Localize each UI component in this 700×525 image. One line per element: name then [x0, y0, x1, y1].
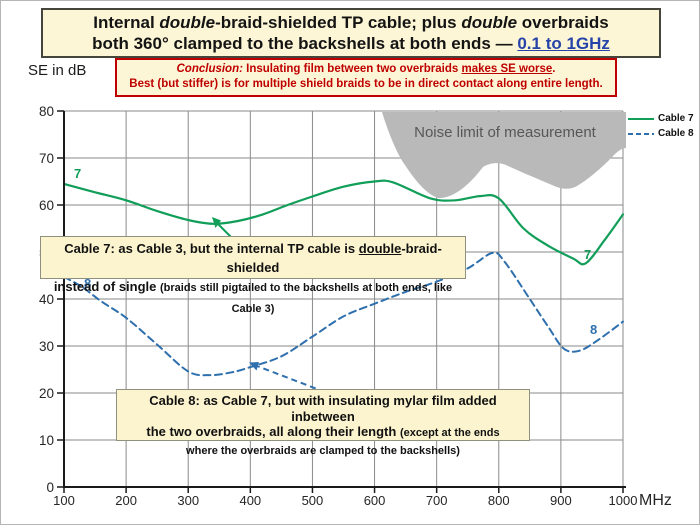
cable7-annotation-box: Cable 7: as Cable 3, but the internal TP… — [40, 236, 466, 315]
y-tick-label: 70 — [39, 151, 54, 166]
text-run: both 360° clamped to the backshells at b… — [92, 34, 518, 53]
text-run: Internal — [93, 13, 160, 32]
cable7-note-line-1: Cable 7: as Cable 3, but the internal TP… — [41, 239, 465, 277]
text-run: instead of single — [53, 279, 160, 294]
text-run: double — [358, 241, 402, 256]
text-run: Best (but stiffer) is for multiple shiel… — [129, 78, 603, 90]
text-run: (except at the ends — [399, 427, 500, 439]
conclusion-line-2: Best (but stiffer) is for multiple shiel… — [117, 77, 615, 92]
text-run: Conclusion: — [176, 63, 243, 75]
text-run: 0.1 to 1GHz — [517, 34, 610, 53]
cable8-arrow-shaft — [256, 365, 326, 393]
x-tick-label: 600 — [364, 493, 386, 508]
y-tick-label: 30 — [39, 339, 54, 354]
cable8-end-label: 8 — [590, 322, 598, 337]
text-run: Cable 8: as Cable 7, but with insulating… — [149, 393, 497, 424]
title-box: Internal double-braid-shielded TP cable;… — [41, 8, 661, 58]
cable8-arrow-head — [249, 362, 259, 371]
text-run: double — [461, 13, 518, 32]
cable-7-curve — [62, 179, 625, 266]
legend-cable7-label: Cable 7 — [658, 113, 694, 124]
y-tick-label: 40 — [39, 292, 54, 307]
text-run: -braid-shielded — [226, 241, 442, 275]
cable8-note-line-1: Cable 8: as Cable 7, but with insulating… — [117, 393, 529, 424]
cable-8-curve — [63, 251, 624, 377]
x-axis-unit: MHz — [639, 492, 672, 509]
text-run: Insulating film between two overbraids — [242, 63, 462, 75]
conclusion-line-1: Conclusion: Insulating film between two … — [117, 62, 615, 77]
cable8-annotation-box: Cable 8: as Cable 7, but with insulating… — [116, 389, 530, 457]
y-tick-label: 10 — [39, 433, 54, 448]
cable8-note-line-3: where the overbraids are clamped to the … — [117, 442, 529, 460]
cable7-arrow-head — [212, 217, 221, 228]
x-tick-label: 100 — [53, 493, 75, 508]
y-tick-label: 60 — [39, 198, 54, 213]
cable8-note-line-2: the two overbraids, all along their leng… — [117, 424, 529, 442]
cable7-arrow-shaft — [216, 222, 233, 239]
cable8-start-label: 8 — [84, 276, 92, 291]
cable7-start-label: 7 — [74, 166, 82, 181]
title-line-1: Internal double-braid-shielded TP cable;… — [43, 12, 659, 33]
x-tick-label: 900 — [550, 493, 572, 508]
text-run: where the overbraids are clamped to the … — [186, 444, 460, 457]
x-tick-label: 300 — [177, 493, 199, 508]
text-run: the two overbraids, all along their leng… — [146, 424, 400, 439]
x-tick-label: 700 — [426, 493, 448, 508]
text-run: overbraids — [517, 13, 609, 32]
legend — [628, 118, 654, 135]
text-run: Cable 7: as Cable 3, but the internal TP… — [64, 241, 359, 256]
y-axis-title: SE in dB — [28, 62, 87, 79]
text-run: . — [552, 63, 556, 75]
noise-region-shape — [382, 112, 626, 199]
annotation-arrows — [212, 217, 326, 393]
y-tick-label: 80 — [39, 104, 54, 119]
x-tick-label: 400 — [239, 493, 261, 508]
text-run: (braids still pigtailed to the backshell… — [160, 282, 453, 315]
noise-region: Noise limit of measurement — [382, 112, 626, 199]
cable7-note-line-2: instead of single (braids still pigtaile… — [41, 277, 465, 319]
text-run: -braid-shielded TP cable; plus — [215, 13, 462, 32]
cable7-end-label: 7 — [584, 247, 592, 262]
x-tick-label: 500 — [302, 493, 324, 508]
legend-cable8-label: Cable 8 — [658, 128, 694, 139]
x-tick-label: 1000 — [609, 493, 638, 508]
title-line-2: both 360° clamped to the backshells at b… — [43, 33, 659, 54]
conclusion-box: Conclusion: Insulating film between two … — [115, 58, 617, 97]
x-tick-label: 200 — [115, 493, 137, 508]
text-run: makes SE worse — [461, 63, 553, 75]
noise-region-label: Noise limit of measurement — [414, 124, 597, 141]
y-tick-label: 20 — [39, 386, 54, 401]
text-run: double — [159, 13, 216, 32]
axes: 0102030405060708010020030040050060070080… — [39, 104, 672, 509]
y-tick-label: 0 — [46, 480, 54, 495]
x-tick-label: 800 — [488, 493, 510, 508]
